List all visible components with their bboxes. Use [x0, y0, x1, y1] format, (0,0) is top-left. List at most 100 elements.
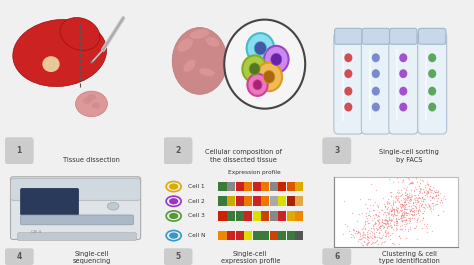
- Point: [396, 224, 404, 228]
- Point: [427, 189, 435, 194]
- Point: [413, 179, 421, 184]
- Point: [397, 227, 405, 231]
- Bar: [227, 211, 235, 221]
- Point: [399, 214, 406, 218]
- Point: [407, 197, 415, 202]
- Circle shape: [166, 211, 181, 221]
- Point: [398, 180, 405, 184]
- Point: [406, 216, 414, 220]
- Point: [366, 234, 374, 238]
- Point: [408, 180, 415, 184]
- Point: [357, 241, 365, 245]
- Point: [432, 193, 440, 197]
- Bar: [278, 211, 286, 221]
- Point: [392, 223, 400, 227]
- Point: [439, 196, 447, 200]
- Point: [395, 234, 402, 238]
- Point: [354, 229, 362, 234]
- Point: [382, 228, 390, 232]
- Point: [401, 200, 409, 204]
- Point: [387, 209, 394, 214]
- FancyBboxPatch shape: [389, 32, 418, 134]
- Point: [394, 179, 402, 184]
- Point: [407, 195, 414, 199]
- Point: [353, 229, 360, 233]
- FancyBboxPatch shape: [334, 32, 363, 134]
- Point: [394, 211, 401, 215]
- Point: [375, 226, 383, 230]
- Point: [396, 236, 403, 241]
- Point: [392, 226, 400, 230]
- Point: [418, 226, 425, 230]
- Point: [400, 213, 408, 217]
- Point: [363, 206, 371, 210]
- Point: [412, 176, 420, 180]
- Bar: [244, 182, 252, 191]
- Point: [403, 198, 411, 202]
- Point: [368, 233, 376, 237]
- Point: [401, 215, 409, 219]
- Bar: [261, 231, 269, 241]
- Point: [400, 203, 407, 207]
- Point: [409, 203, 417, 207]
- Point: [410, 211, 418, 216]
- Point: [367, 226, 375, 230]
- Point: [392, 218, 400, 223]
- Point: [440, 194, 448, 198]
- Point: [361, 226, 369, 230]
- Point: [436, 191, 444, 195]
- Point: [394, 191, 402, 196]
- Circle shape: [108, 202, 119, 210]
- Point: [385, 201, 393, 206]
- Point: [403, 202, 410, 206]
- Ellipse shape: [60, 17, 100, 50]
- Point: [403, 196, 410, 201]
- Point: [414, 199, 421, 204]
- Bar: [236, 211, 244, 221]
- Point: [424, 190, 432, 195]
- Circle shape: [399, 103, 407, 112]
- Point: [405, 195, 412, 200]
- Point: [400, 218, 408, 222]
- Point: [387, 209, 394, 213]
- Ellipse shape: [87, 94, 96, 101]
- Point: [371, 241, 378, 245]
- Point: [408, 181, 415, 185]
- Point: [392, 217, 400, 221]
- Point: [392, 205, 400, 209]
- Point: [387, 213, 395, 217]
- Point: [363, 229, 370, 234]
- Point: [424, 189, 432, 193]
- Point: [381, 229, 388, 233]
- Point: [418, 196, 426, 200]
- Point: [374, 242, 382, 246]
- Bar: [287, 211, 295, 221]
- Point: [370, 203, 377, 207]
- Point: [385, 217, 392, 221]
- Point: [372, 221, 379, 226]
- Point: [367, 182, 374, 186]
- Bar: [253, 211, 261, 221]
- Point: [429, 191, 437, 196]
- Point: [404, 227, 412, 231]
- Point: [408, 197, 415, 201]
- Point: [400, 203, 407, 207]
- Point: [387, 219, 395, 224]
- Point: [364, 237, 372, 242]
- Point: [363, 234, 371, 238]
- Circle shape: [344, 53, 352, 62]
- Point: [432, 193, 440, 197]
- Point: [398, 215, 405, 219]
- Point: [365, 227, 372, 232]
- Point: [401, 226, 409, 231]
- Bar: [261, 211, 269, 221]
- Point: [396, 204, 403, 208]
- Point: [431, 190, 439, 194]
- Point: [406, 196, 413, 201]
- Point: [373, 226, 380, 230]
- Point: [392, 200, 399, 204]
- Point: [424, 182, 432, 186]
- Point: [350, 235, 357, 239]
- Point: [359, 230, 366, 234]
- Point: [400, 206, 407, 211]
